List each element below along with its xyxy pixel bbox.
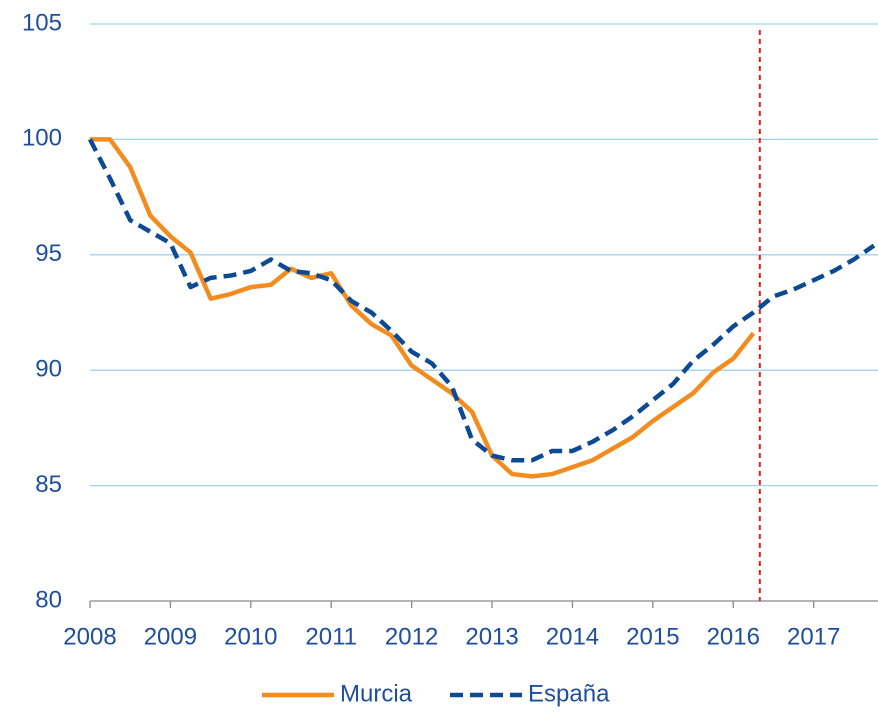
y-tick-label: 95 (35, 240, 62, 267)
x-tick-label: 2012 (385, 623, 438, 650)
x-tick-label: 2009 (144, 623, 197, 650)
x-tick-label: 2015 (626, 623, 679, 650)
x-tick-label: 2010 (224, 623, 277, 650)
y-tick-label: 100 (22, 125, 62, 152)
series-line (87, 138, 876, 463)
x-tick-label: 2014 (546, 623, 599, 650)
x-tick-label: 2016 (707, 623, 760, 650)
y-tick-label: 85 (35, 471, 62, 498)
legend-label: España (528, 680, 610, 707)
x-tick-label: 2008 (63, 623, 116, 650)
x-tick-label: 2013 (465, 623, 518, 650)
legend-label: Murcia (340, 680, 413, 707)
y-tick-label: 105 (22, 9, 62, 36)
y-tick-label: 80 (35, 586, 62, 613)
x-tick-label: 2011 (305, 623, 357, 650)
series-line (90, 137, 756, 479)
x-tick-label: 2017 (787, 623, 840, 650)
y-tick-label: 90 (35, 356, 62, 383)
